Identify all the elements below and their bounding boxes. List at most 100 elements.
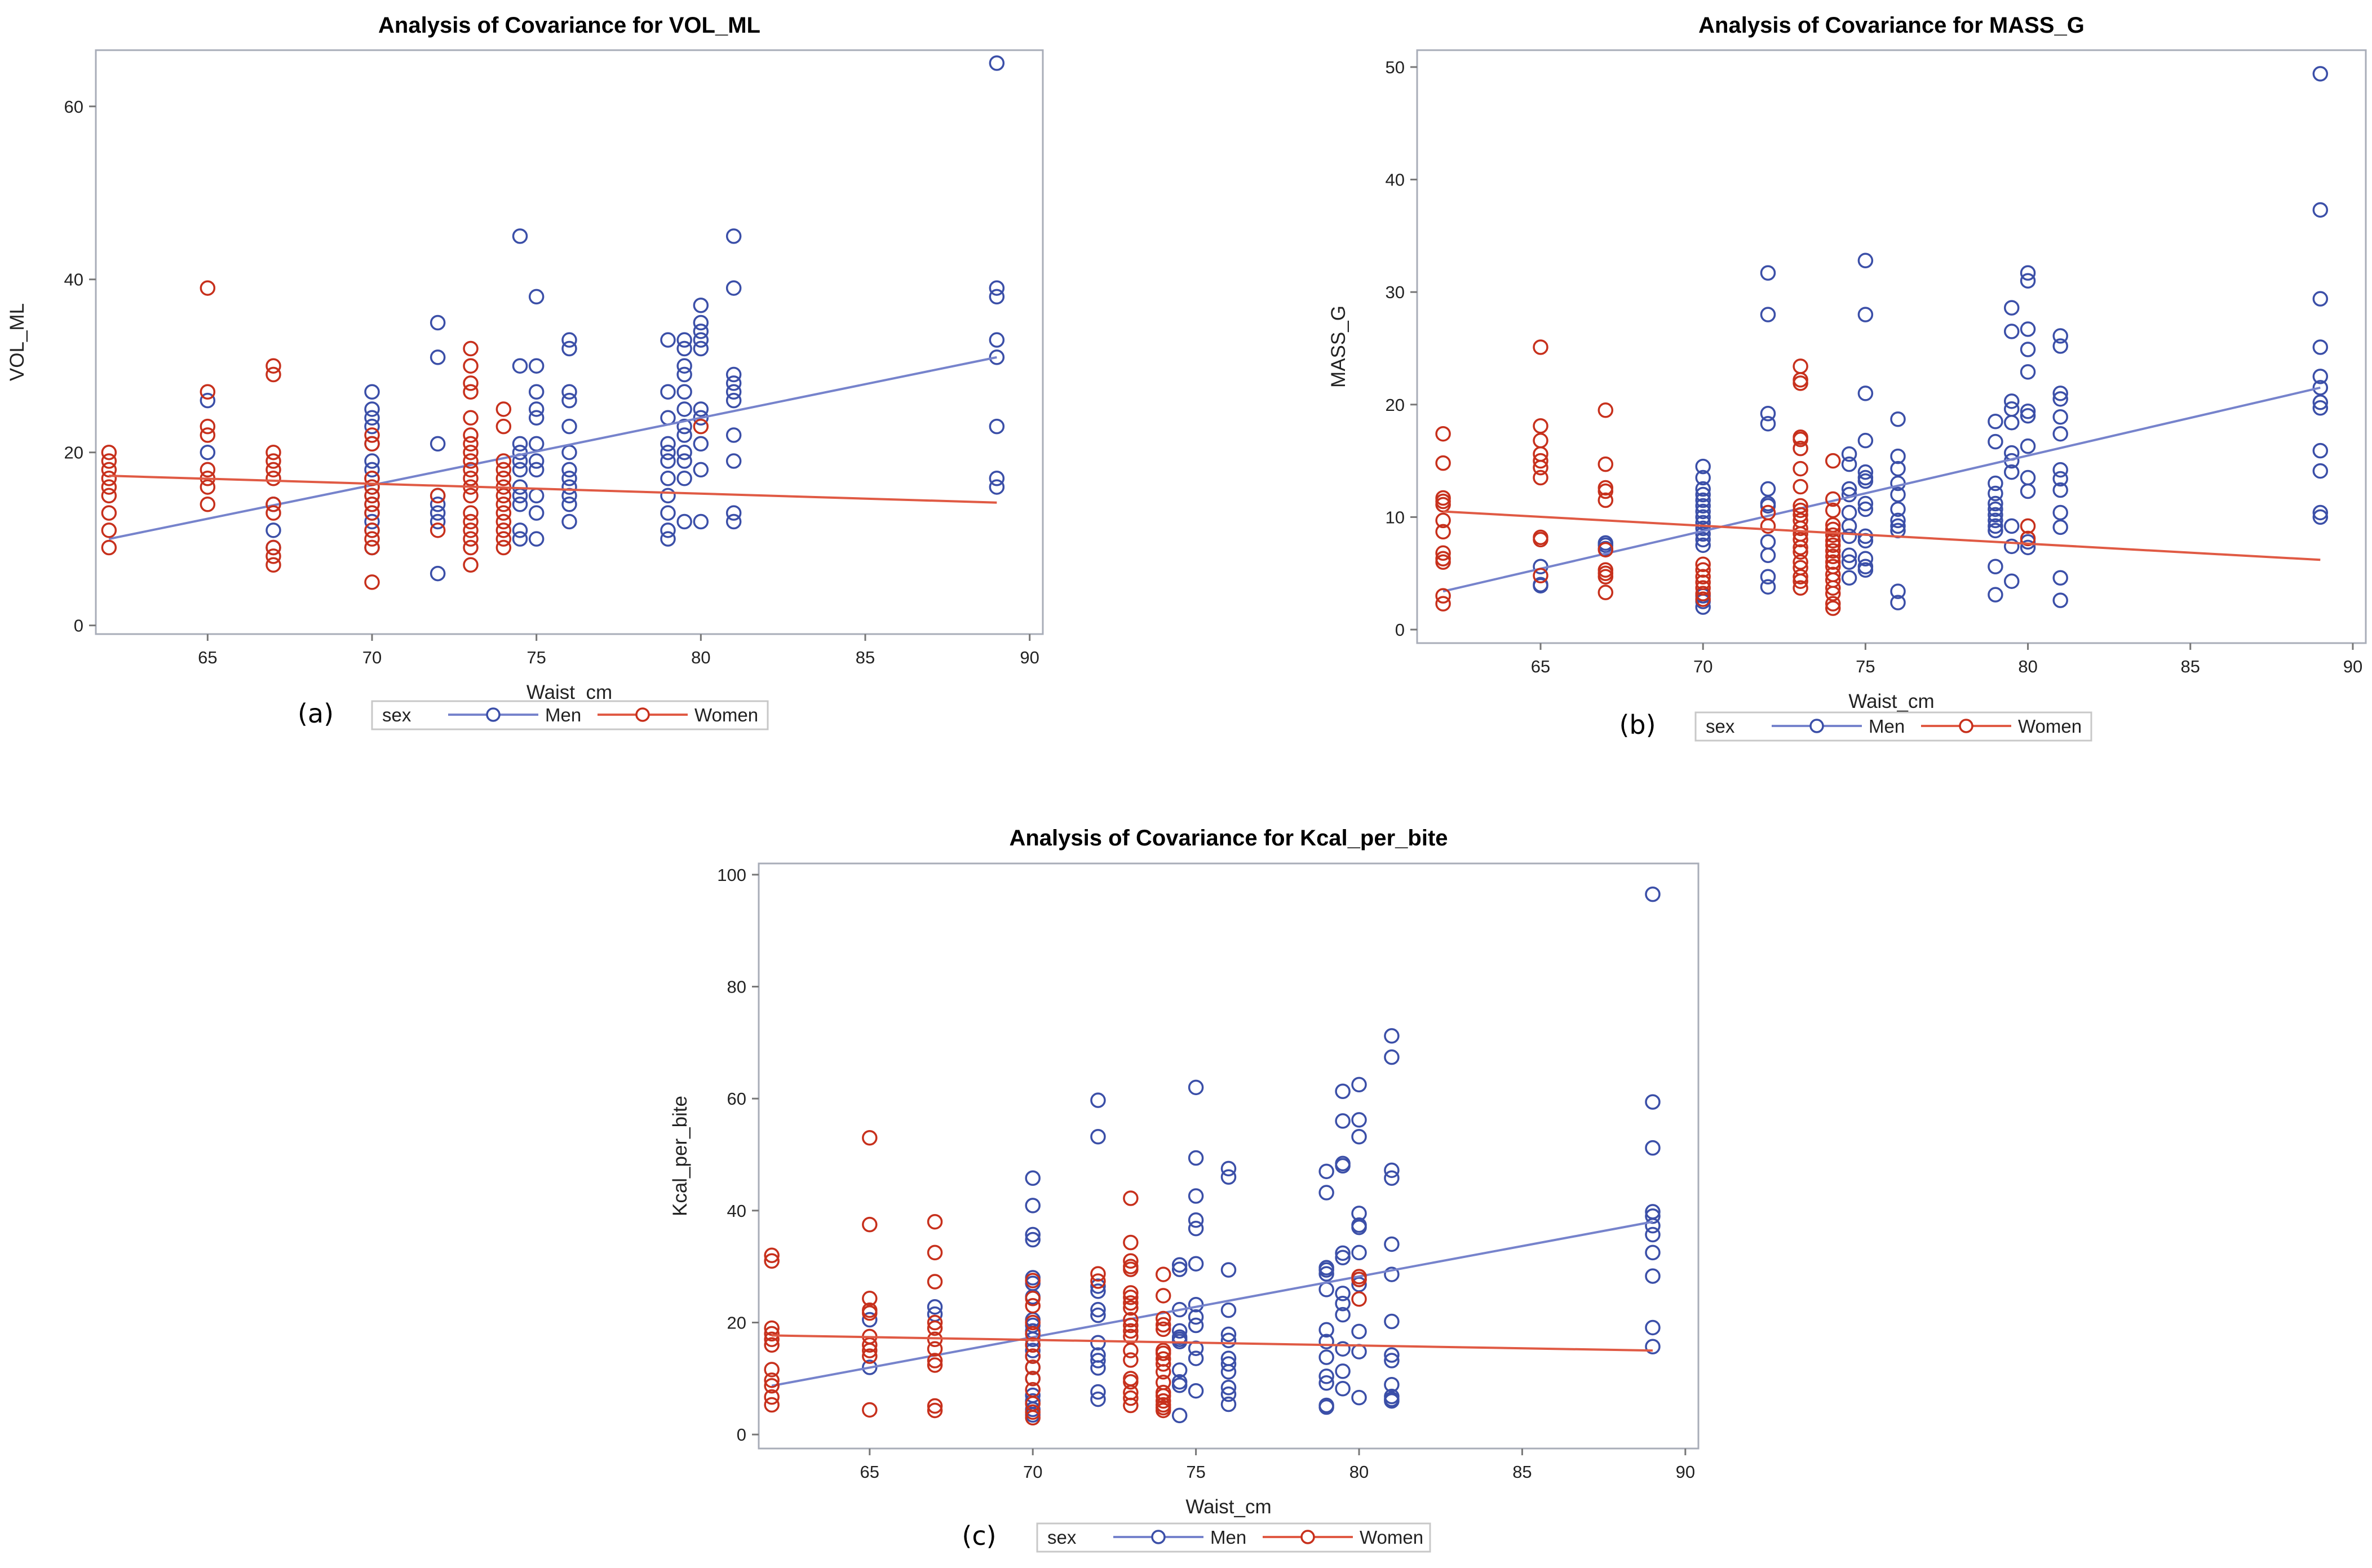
data-point-women [1351, 1272, 1367, 1287]
x-tick-label: 70 [1693, 657, 1712, 676]
data-point-men [989, 55, 1005, 71]
data-point-women [463, 488, 479, 504]
data-point-men [1645, 1319, 1661, 1336]
data-point-women [463, 557, 479, 573]
data-point-men [725, 505, 742, 521]
data-point-men [2312, 369, 2329, 384]
data-point-men [1090, 1391, 1106, 1407]
data-point-men [1318, 1185, 1334, 1201]
data-point-men [2312, 66, 2329, 82]
data-point-men [1760, 265, 1776, 281]
data-point-men [1220, 1302, 1237, 1318]
fit-line-men [1442, 386, 2321, 593]
data-point-men [430, 505, 446, 521]
data-point-men [1988, 559, 2003, 575]
data-point-men [660, 332, 676, 348]
data-point-men [676, 358, 692, 374]
data-point-women [495, 453, 512, 469]
x-tick-label: 65 [860, 1462, 879, 1482]
y-tick-label: 20 [64, 443, 83, 463]
data-point-men [660, 522, 676, 538]
data-point-women [1123, 1190, 1139, 1206]
data-point-women [364, 505, 380, 521]
data-point-men [561, 332, 577, 348]
data-point-men [1645, 1226, 1661, 1243]
data-point-women [764, 1337, 780, 1353]
data-point-men [1645, 1208, 1661, 1224]
data-point-women [495, 539, 512, 556]
data-point-women [1793, 498, 1808, 514]
x-tick-label: 85 [2181, 657, 2200, 676]
data-point-men [1384, 1393, 1400, 1409]
panel-label: (a) [298, 698, 334, 729]
data-point-men [1384, 1162, 1400, 1179]
data-point-men [1760, 307, 1776, 322]
legend-title: sex [382, 705, 411, 725]
data-point-men [512, 462, 528, 478]
data-point-men [989, 418, 1005, 435]
data-point-women [265, 462, 281, 478]
chart-c: Analysis of Covariance for Kcal_per_bite… [669, 826, 1700, 1553]
data-point-men [1988, 433, 2003, 450]
data-point-men [927, 1299, 943, 1315]
data-point-women [364, 479, 380, 495]
data-point-men [2052, 504, 2068, 521]
data-point-men [1318, 1334, 1334, 1350]
data-point-men [1890, 460, 1906, 477]
data-point-men [1857, 253, 1874, 269]
data-point-men [561, 444, 577, 460]
data-point-women [927, 1274, 943, 1290]
data-point-men [528, 436, 545, 452]
data-point-men [1890, 518, 1906, 534]
data-point-women [1793, 375, 1808, 391]
x-tick-label: 75 [1186, 1462, 1205, 1482]
data-point-men [1188, 1212, 1204, 1228]
data-point-men [1645, 1140, 1661, 1156]
data-point-men [1533, 578, 1548, 593]
data-point-men [561, 497, 577, 512]
data-point-women [101, 539, 117, 556]
data-point-men [1645, 1268, 1661, 1284]
data-point-men [1760, 498, 1776, 514]
data-point-men [1220, 1326, 1237, 1343]
data-point-men [2312, 504, 2329, 521]
fit-line-men [108, 356, 997, 541]
series-women [1435, 339, 2036, 616]
data-point-women [1793, 460, 1808, 477]
data-point-women [1435, 596, 1451, 612]
legend-marker-icon [1300, 1530, 1315, 1544]
data-point-men [2020, 321, 2036, 337]
data-point-men [1318, 1368, 1334, 1384]
data-point-men [2004, 414, 2020, 431]
data-point-women [200, 462, 216, 478]
data-point-men [2052, 338, 2068, 354]
chart-a: Analysis of Covariance for VOL_ML 65 70 75 8… [6, 13, 1044, 730]
data-point-men [1335, 1380, 1351, 1397]
y-axis-label: Kcal_per_bite [669, 1096, 691, 1216]
data-point-men [1318, 1322, 1334, 1338]
y-tick-label: 40 [727, 1201, 746, 1221]
data-point-women [1123, 1390, 1139, 1406]
data-point-women [927, 1213, 943, 1230]
data-point-men [1384, 1049, 1400, 1065]
data-point-men [660, 505, 676, 521]
data-point-women [764, 1389, 780, 1405]
legend-entry: Women [1360, 1527, 1423, 1548]
data-point-women [463, 444, 479, 460]
data-point-men [2052, 426, 2068, 442]
data-point-men [725, 366, 742, 383]
data-point-men [1090, 1307, 1106, 1323]
data-point-men [1695, 526, 1711, 542]
data-point-men [2020, 404, 2036, 419]
data-point-men [2052, 482, 2068, 498]
data-point-men [1695, 486, 1711, 503]
data-point-men [1890, 583, 1906, 599]
data-point-women [1825, 502, 1841, 519]
data-point-women [1825, 554, 1841, 570]
data-point-women [1155, 1310, 1171, 1327]
data-point-men [1351, 1244, 1367, 1261]
data-point-women [1123, 1261, 1139, 1277]
data-point-women [101, 505, 117, 521]
data-point-men [989, 332, 1005, 348]
data-point-women [1123, 1352, 1139, 1368]
